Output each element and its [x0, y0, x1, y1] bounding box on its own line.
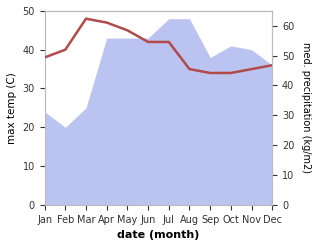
Y-axis label: med. precipitation (kg/m2): med. precipitation (kg/m2): [301, 42, 311, 173]
X-axis label: date (month): date (month): [117, 230, 200, 240]
Y-axis label: max temp (C): max temp (C): [7, 72, 17, 144]
